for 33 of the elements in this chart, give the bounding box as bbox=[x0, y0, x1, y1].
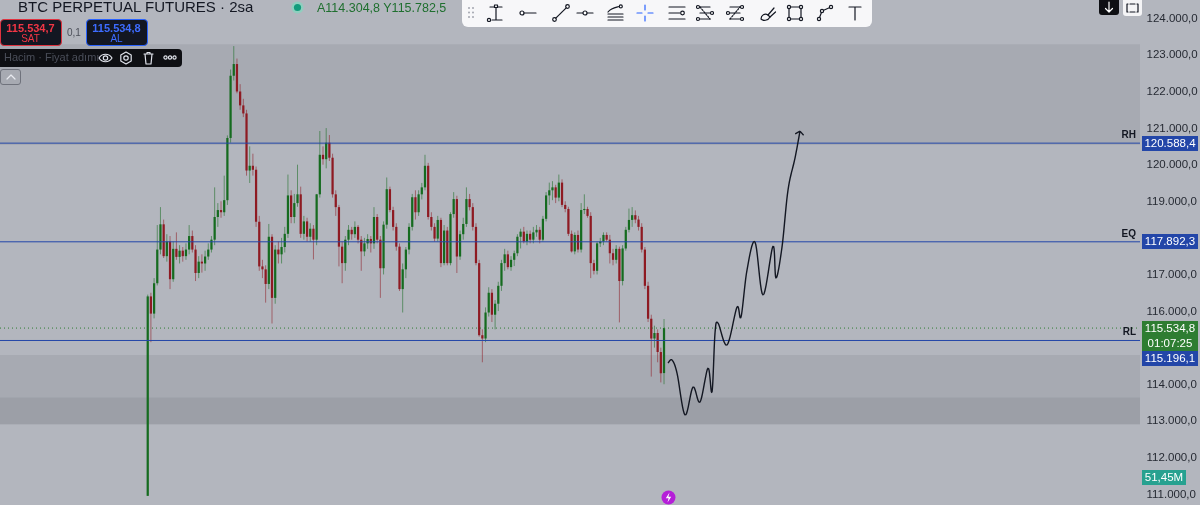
y-tick-label: 116.000,0 bbox=[1146, 304, 1197, 317]
y-tick-label: 119.000,0 bbox=[1146, 194, 1197, 207]
y-tick-label: 120.000,0 bbox=[1146, 158, 1198, 171]
annotation: 0,1 bbox=[67, 27, 81, 38]
y-tick-label: 111.000,0 bbox=[1146, 487, 1196, 500]
text: 117.892,3 bbox=[1142, 234, 1198, 250]
y-tick-label: 113.000,0 bbox=[1146, 414, 1197, 427]
ref-line-label: RH bbox=[1121, 129, 1136, 141]
annotation: SAT bbox=[21, 33, 40, 44]
ref-line-label: RL bbox=[1122, 326, 1136, 338]
indicator-panel: Hacim · Fiyat adımı bbox=[0, 49, 182, 67]
text: 01:07:25 bbox=[1142, 335, 1198, 351]
annotation: A114.304,8 Y115.782,5 bbox=[317, 1, 447, 15]
text: 115.196,1 bbox=[1142, 350, 1198, 366]
buy-button: 115.534,8 AL bbox=[86, 19, 148, 46]
ref-line-label: EQ bbox=[1121, 227, 1137, 239]
candlestick bbox=[611, 248, 615, 266]
y-tick-label: 123.000,0 bbox=[1146, 48, 1198, 61]
y-tick-label: 114.000,0 bbox=[1146, 377, 1197, 390]
y-tick-label: 121.000,0 bbox=[1146, 121, 1198, 134]
y-tick-label: 124.000,0 bbox=[1146, 11, 1198, 24]
y-tick-label: 117.000,0 bbox=[1146, 267, 1197, 280]
annotation: Hacim · Fiyat adımı bbox=[4, 51, 100, 63]
y-tick-label: 112.000,0 bbox=[1146, 450, 1197, 463]
y-tick-label: 122.000,0 bbox=[1146, 84, 1198, 97]
text: 115.534,8 bbox=[1142, 320, 1198, 336]
annotation: 115.534,8 bbox=[91, 22, 142, 34]
annotation: 115.534,7 bbox=[5, 22, 56, 34]
text: 51,45M bbox=[1142, 470, 1186, 485]
text: 120.588,4 bbox=[1142, 135, 1198, 151]
sell-button: 115.534,7 SAT bbox=[0, 19, 62, 46]
chart-title: BTC PERPETUAL FUTURES · 2sa bbox=[18, 0, 254, 15]
annotation: AL bbox=[110, 33, 123, 44]
